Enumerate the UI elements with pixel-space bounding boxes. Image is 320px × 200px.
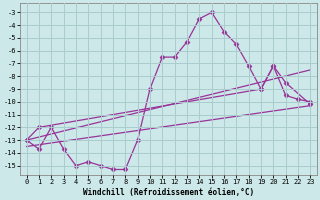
X-axis label: Windchill (Refroidissement éolien,°C): Windchill (Refroidissement éolien,°C): [83, 188, 254, 197]
